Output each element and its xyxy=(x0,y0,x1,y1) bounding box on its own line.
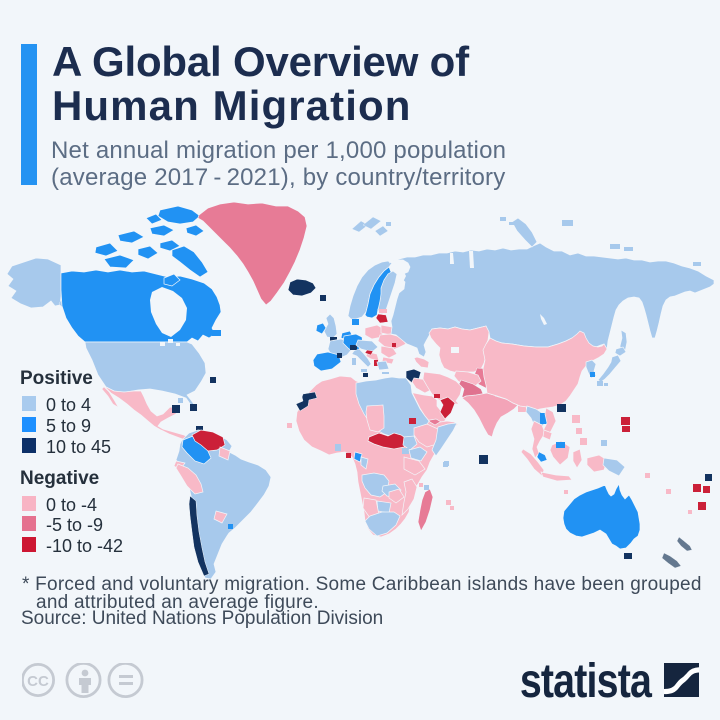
svg-text:CC: CC xyxy=(27,673,49,690)
